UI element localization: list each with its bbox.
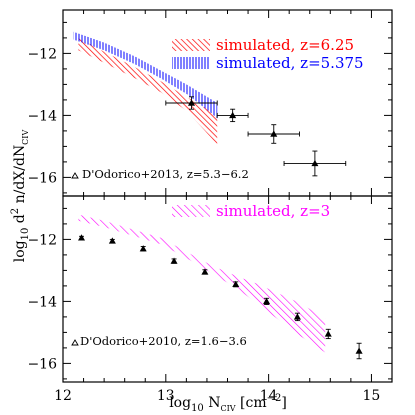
bottom-panel: −12 −14 −16 12 13 14 15 simulated, z=3 D'Odor… — [27, 195, 393, 404]
bottom-ticks — [62, 196, 393, 382]
triangle-marker — [270, 130, 278, 137]
legend-bottom: simulated, z=3 — [172, 202, 330, 220]
legend-marker-triangle — [71, 172, 79, 179]
triangle-marker — [232, 280, 240, 288]
bottom-points — [77, 234, 363, 360]
triangle-marker — [188, 99, 196, 106]
y-tick-label: −12 — [27, 232, 57, 248]
triangle-marker — [263, 297, 271, 305]
data-point — [232, 280, 240, 288]
legend-label-dodorico-2013: D'Odorico+2013, z=5.3−6.2 — [82, 167, 249, 181]
triangle-marker — [324, 330, 332, 337]
top-ytick-labels: −12 −14 −16 — [27, 46, 57, 186]
triangle-marker — [229, 111, 237, 119]
legend-swatch-z5-375 — [172, 57, 210, 69]
triangle-marker — [170, 257, 178, 264]
legend-bottom-points: D'Odorico+2010, z=1.6−3.6 — [71, 334, 247, 348]
triangle-marker — [355, 347, 363, 354]
data-point — [324, 328, 332, 340]
legend-marker-triangle-2010 — [71, 339, 79, 346]
y-tick-label: −16 — [27, 356, 57, 372]
data-point — [263, 297, 271, 305]
data-point — [355, 342, 363, 360]
triangle-marker — [311, 159, 319, 167]
data-point — [293, 312, 301, 322]
data-point — [139, 245, 147, 252]
bottom-xtick-labels: 12 13 14 15 — [54, 388, 380, 404]
x-axis-label: log10 NCIV [cm−2] — [169, 393, 287, 414]
data-point — [77, 234, 86, 241]
data-point — [170, 257, 178, 264]
y-tick-label: −14 — [27, 294, 57, 310]
data-point — [247, 124, 300, 144]
band-0-1 — [73, 31, 218, 119]
bottom-ytick-labels: −12 −14 −16 — [27, 232, 57, 372]
y-tick-label: −16 — [27, 170, 57, 186]
data-point — [165, 96, 218, 110]
legend-label-z6-25: simulated, z=6.25 — [216, 36, 354, 54]
legend-label-z3: simulated, z=3 — [216, 202, 330, 220]
band-1-0 — [78, 214, 326, 353]
legend-top-points: D'Odorico+2013, z=5.3−6.2 — [71, 167, 249, 181]
data-point — [201, 268, 209, 275]
x-tick-label: 12 — [54, 388, 72, 404]
triangle-marker — [108, 237, 116, 244]
y-tick-label: −14 — [27, 108, 57, 124]
x-tick-label: 14 — [260, 388, 278, 404]
legend-swatch-z3 — [172, 205, 210, 217]
band-0-0 — [78, 37, 218, 147]
y-axis-label: log10 d2 n/dX/dNCIV — [10, 130, 31, 263]
legend-swatch-z6-25 — [172, 39, 210, 51]
bottom-bands — [78, 214, 326, 353]
triangle-marker — [201, 268, 209, 275]
triangle-marker — [293, 313, 301, 320]
legend-label-z5-375: simulated, z=5.375 — [216, 54, 364, 72]
data-point — [283, 150, 347, 177]
triangle-marker — [139, 245, 147, 252]
data-point — [216, 108, 249, 123]
top-points — [165, 96, 347, 177]
top-ticks — [62, 10, 393, 196]
legend-label-dodorico-2010: D'Odorico+2010, z=1.6−3.6 — [80, 334, 247, 348]
top-bands — [73, 31, 218, 147]
x-tick-label: 15 — [363, 388, 381, 404]
x-tick-label: 13 — [157, 388, 175, 404]
y-tick-label: −12 — [27, 46, 57, 62]
top-panel: −12 −14 −16 simulated, z=6.25 simulated, z… — [27, 9, 393, 197]
legend-top: simulated, z=6.25 simulated, z=5.375 — [172, 36, 364, 72]
triangle-marker — [77, 234, 86, 241]
data-point — [108, 237, 116, 244]
